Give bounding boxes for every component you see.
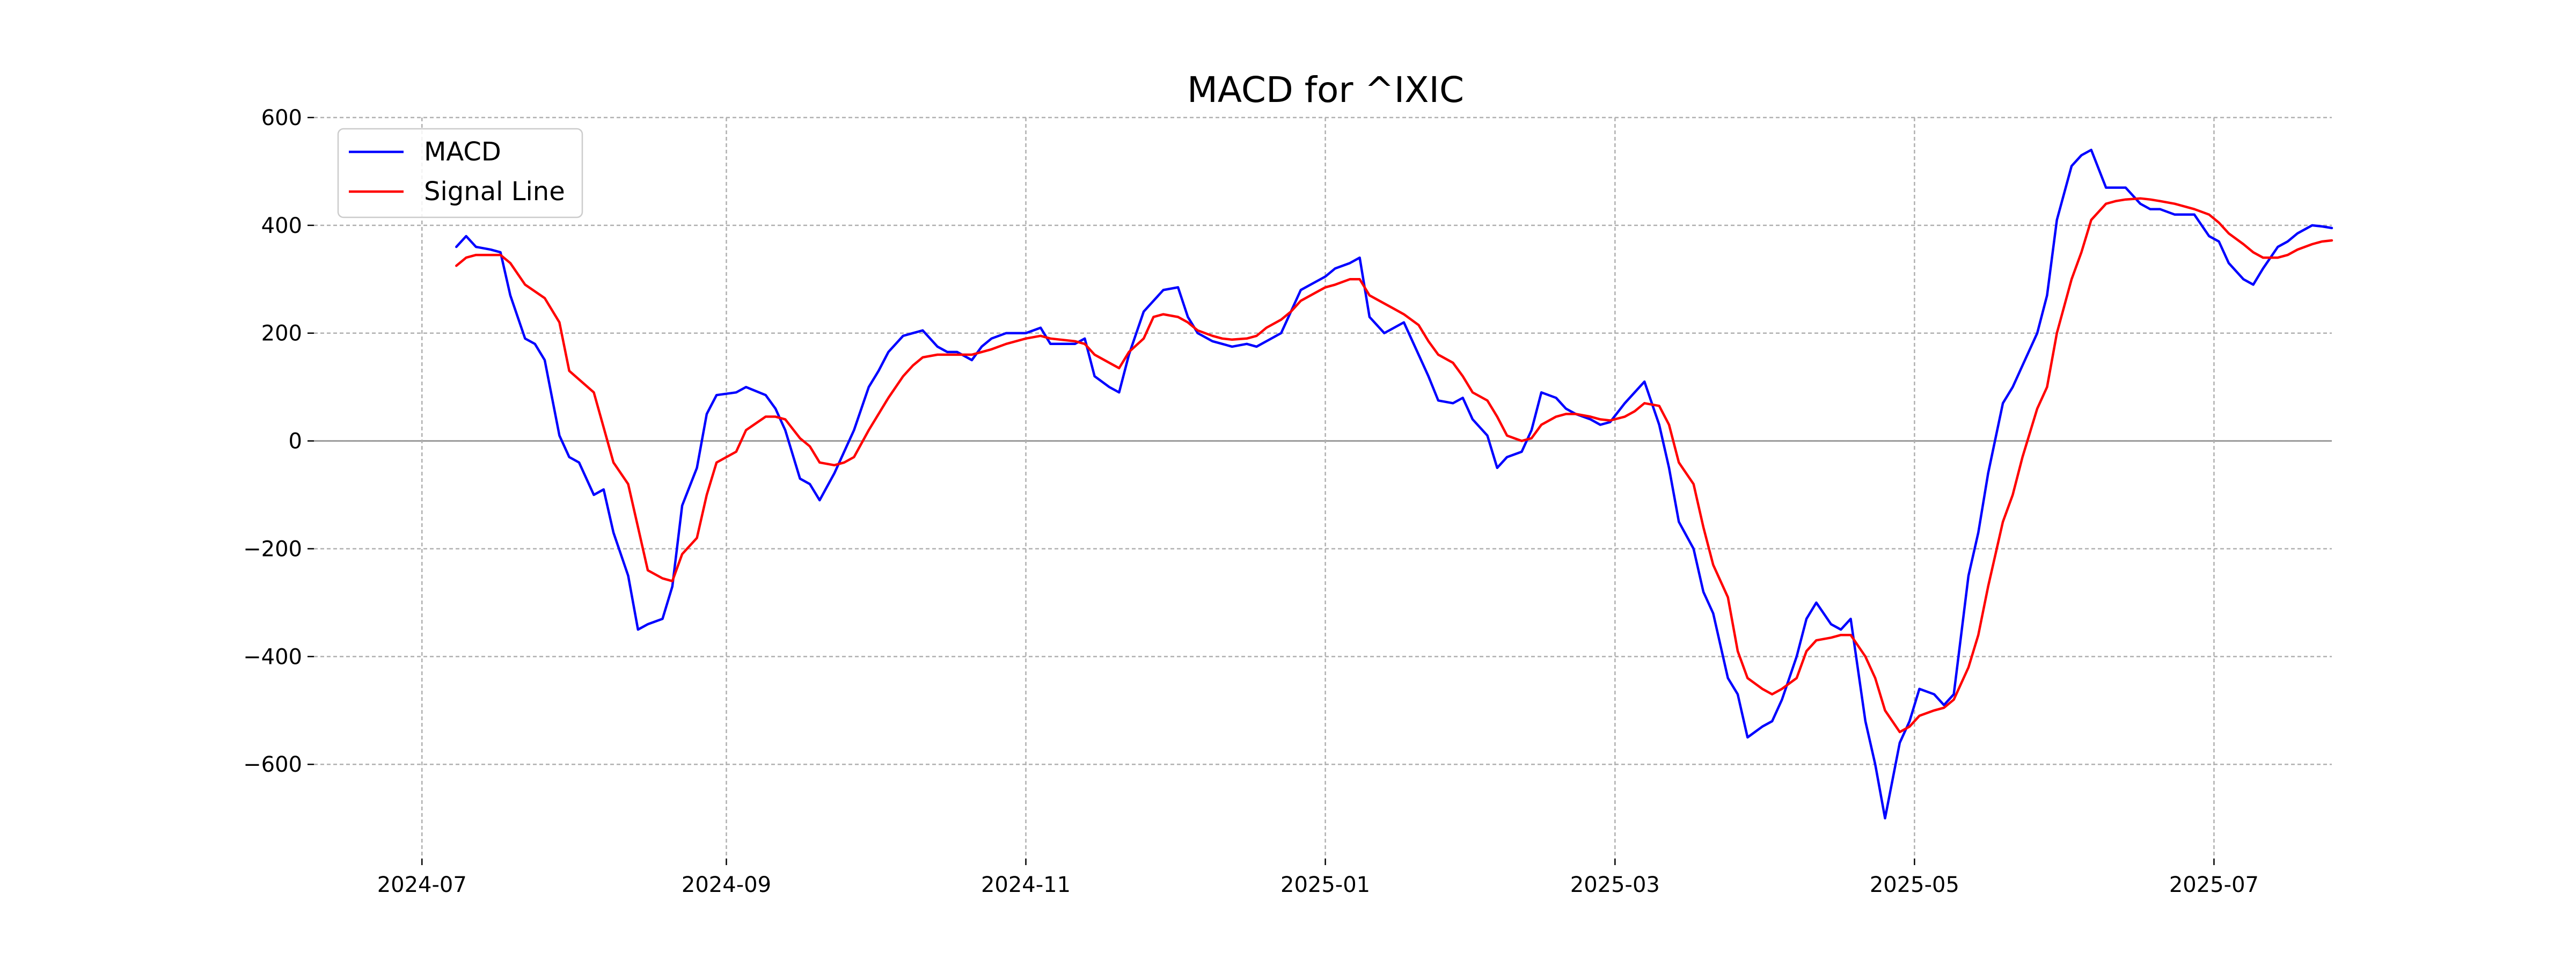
x-tick-label: 2025-07: [2169, 873, 2259, 897]
chart-title: MACD for ^IXIC: [1187, 69, 1464, 111]
x-tick-label: 2025-05: [1870, 873, 1959, 897]
y-tick-label: −200: [243, 537, 302, 561]
x-tick-label: 2024-11: [981, 873, 1071, 897]
legend: MACD Signal Line: [337, 128, 583, 218]
y-tick-label: 600: [261, 106, 302, 130]
grid-layer: [314, 116, 2332, 859]
x-tick-label: 2025-01: [1280, 873, 1370, 897]
series-layer: [455, 149, 2333, 819]
series-line-macd: [455, 149, 2333, 819]
y-tick-label: −400: [243, 645, 302, 669]
x-tick-label: 2024-07: [377, 873, 467, 897]
x-tick-label: 2025-03: [1570, 873, 1660, 897]
legend-label-signal-line: Signal Line: [424, 177, 565, 207]
y-tick-label: 0: [289, 429, 302, 454]
legend-label-macd: MACD: [424, 137, 501, 167]
series-line-signal-line: [455, 197, 2333, 734]
y-tick-label: −600: [243, 752, 302, 777]
axis-layer: 600 400 200 0 −200 −400 −600 2024-07 2024-09 2024…: [243, 106, 2259, 897]
y-tick-label: 200: [261, 321, 302, 346]
y-tick-label: 400: [261, 214, 302, 238]
x-tick-label: 2024-09: [682, 873, 771, 897]
